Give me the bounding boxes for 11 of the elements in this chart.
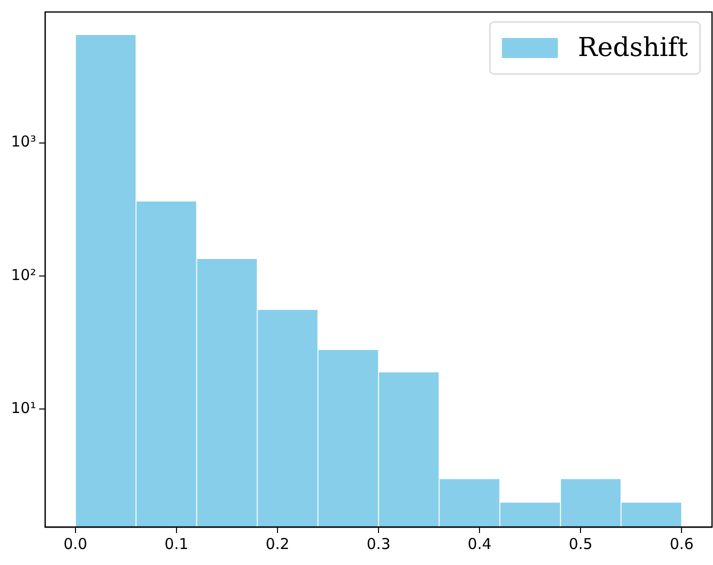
x-tick-label: 0.2 [266,534,290,553]
x-tick-label: 0.4 [468,534,492,553]
y-tick-label: 10¹ [10,398,36,417]
x-tick-label: 0.1 [164,534,188,553]
legend-label: Redshift [578,32,689,63]
x-tick-label: 0.0 [63,534,88,553]
x-tick-label: 0.6 [670,534,694,553]
x-tick-label: 0.5 [568,534,593,553]
y-tick-label: 10³ [10,132,36,151]
x-tick-label: 0.3 [366,534,390,553]
y-tick-label: 10² [10,266,36,284]
